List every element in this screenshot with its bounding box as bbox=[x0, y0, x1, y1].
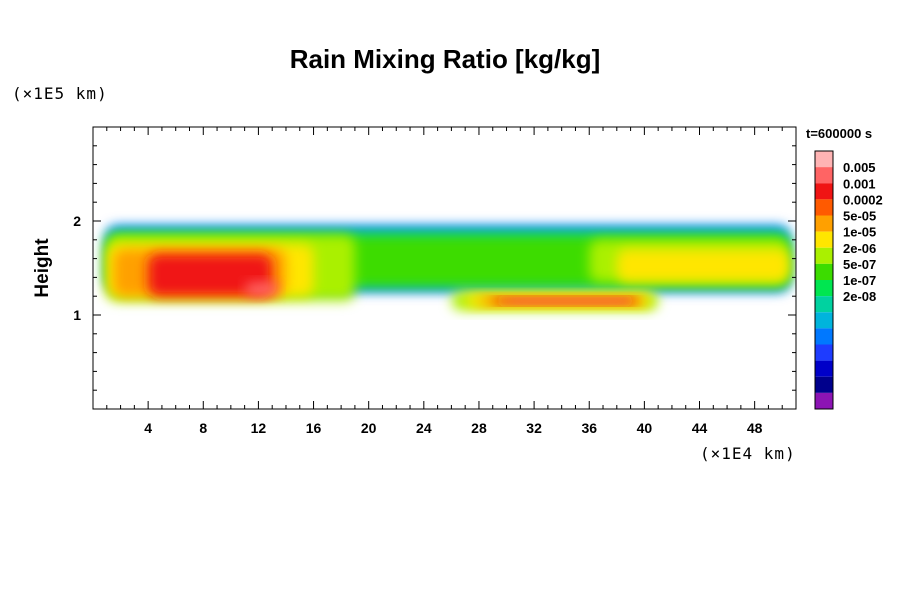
colorbar-swatch bbox=[815, 296, 833, 313]
rain-region-13 bbox=[244, 282, 280, 297]
colorbar-swatch bbox=[815, 231, 833, 248]
x-tick-label: 36 bbox=[581, 420, 597, 436]
colorbar-label: 0.005 bbox=[843, 160, 876, 175]
colorbar-label: 2e-08 bbox=[843, 289, 876, 304]
x-tick-label: 16 bbox=[306, 420, 322, 436]
x-tick-label: 32 bbox=[526, 420, 542, 436]
x-tick-label: 48 bbox=[747, 420, 763, 436]
time-label: t=600000 s bbox=[806, 126, 873, 141]
y-scale-note: (×1E5 km) bbox=[12, 84, 108, 103]
colorbar-label: 1e-05 bbox=[843, 225, 876, 240]
colorbar-label: 1e-07 bbox=[843, 273, 876, 288]
colorbar-swatch bbox=[815, 199, 833, 216]
colorbar-swatch bbox=[815, 263, 833, 280]
x-tick-label: 40 bbox=[637, 420, 653, 436]
colorbar-swatch bbox=[815, 392, 833, 409]
colorbar-label: 0.001 bbox=[843, 176, 876, 191]
colorbar-swatch bbox=[815, 247, 833, 264]
x-tick-label: 4 bbox=[144, 420, 152, 436]
colorbar-swatch bbox=[815, 151, 833, 168]
colorbar-swatch bbox=[815, 360, 833, 377]
colorbar-swatch bbox=[815, 376, 833, 393]
rain-region-8 bbox=[616, 249, 790, 283]
colorbar-swatch bbox=[815, 167, 833, 184]
colorbar-frame bbox=[814, 150, 834, 410]
chart-title: Rain Mixing Ratio [kg/kg] bbox=[289, 44, 601, 74]
colorbar-swatch bbox=[815, 312, 833, 329]
x-tick-label: 8 bbox=[199, 420, 207, 436]
x-scale-note: (×1E4 km) bbox=[700, 444, 796, 463]
x-tick-label: 12 bbox=[251, 420, 267, 436]
colorbar-swatch bbox=[815, 183, 833, 200]
colorbar-swatch bbox=[815, 344, 833, 361]
x-tick-label: 28 bbox=[471, 420, 487, 436]
colorbar-label: 5e-05 bbox=[843, 209, 876, 224]
rain-field bbox=[106, 225, 790, 311]
plot-frame bbox=[92, 126, 797, 410]
y-tick-label: 2 bbox=[73, 213, 81, 229]
colorbar-label: 5e-07 bbox=[843, 257, 876, 272]
y-tick-label: 1 bbox=[73, 307, 81, 323]
x-tick-label: 44 bbox=[692, 420, 708, 436]
y-axis-label: Height bbox=[32, 238, 53, 298]
colorbar-label: 0.0002 bbox=[843, 192, 883, 207]
rain-region-11 bbox=[148, 253, 273, 297]
rain-region-14 bbox=[506, 299, 631, 303]
colorbar-label: 2e-06 bbox=[843, 241, 876, 256]
colorbar-swatch bbox=[815, 328, 833, 345]
x-tick-label: 20 bbox=[361, 420, 377, 436]
x-tick-label: 24 bbox=[416, 420, 432, 436]
colorbar-swatch bbox=[815, 280, 833, 297]
colorbar-swatch bbox=[815, 215, 833, 232]
